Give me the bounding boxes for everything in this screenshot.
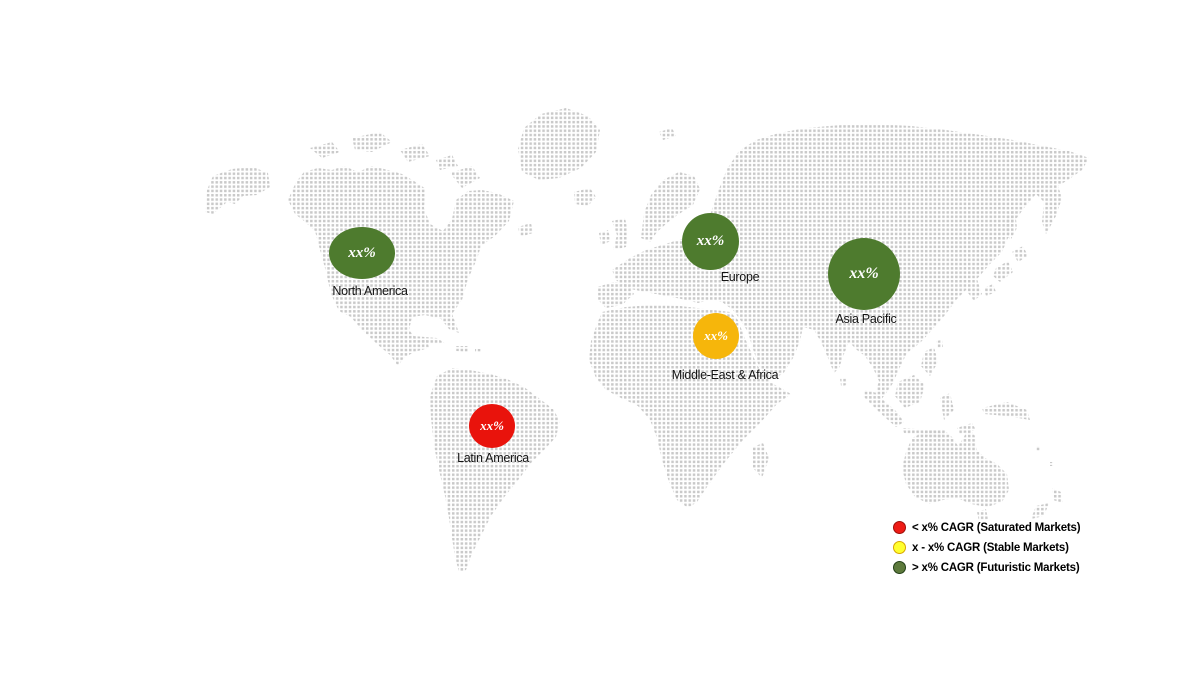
legend-dot-green-icon bbox=[893, 561, 906, 574]
cagr-legend: < x% CAGR (Saturated Markets) x - x% CAG… bbox=[893, 521, 1081, 581]
bubble-value-latin-america: xx% bbox=[480, 418, 504, 433]
bubble-north-america: xx% bbox=[329, 227, 395, 279]
bubble-value-asia-pacific: xx% bbox=[849, 265, 879, 282]
region-label-latin-america: Latin America bbox=[457, 451, 529, 465]
bubble-value-europe: xx% bbox=[696, 233, 725, 249]
legend-item-saturated: < x% CAGR (Saturated Markets) bbox=[893, 521, 1081, 534]
legend-label-futuristic: > x% CAGR (Futuristic Markets) bbox=[912, 561, 1080, 574]
legend-item-futuristic: > x% CAGR (Futuristic Markets) bbox=[893, 561, 1080, 574]
region-label-north-america: North America bbox=[332, 284, 408, 298]
bubble-value-middle-east-africa: xx% bbox=[704, 328, 728, 343]
continents bbox=[205, 108, 1089, 572]
region-label-asia-pacific: Asia Pacific bbox=[835, 312, 897, 326]
region-label-middle-east-africa: Middle-East & Africa bbox=[671, 368, 779, 382]
bubble-value-north-america: xx% bbox=[348, 244, 376, 261]
region-label-europe: Europe bbox=[720, 270, 760, 284]
legend-label-stable: x - x% CAGR (Stable Markets) bbox=[912, 541, 1069, 554]
bubble-asia-pacific: xx% bbox=[828, 238, 900, 310]
bubble-europe: xx% bbox=[682, 213, 739, 270]
legend-label-saturated: < x% CAGR (Saturated Markets) bbox=[912, 521, 1081, 534]
bubble-middle-east-africa: xx% bbox=[693, 313, 739, 359]
legend-dot-red-icon bbox=[893, 521, 906, 534]
legend-item-stable: x - x% CAGR (Stable Markets) bbox=[893, 541, 1080, 554]
bubble-latin-america: xx% bbox=[469, 404, 515, 448]
legend-dot-yellow-icon bbox=[893, 541, 906, 554]
